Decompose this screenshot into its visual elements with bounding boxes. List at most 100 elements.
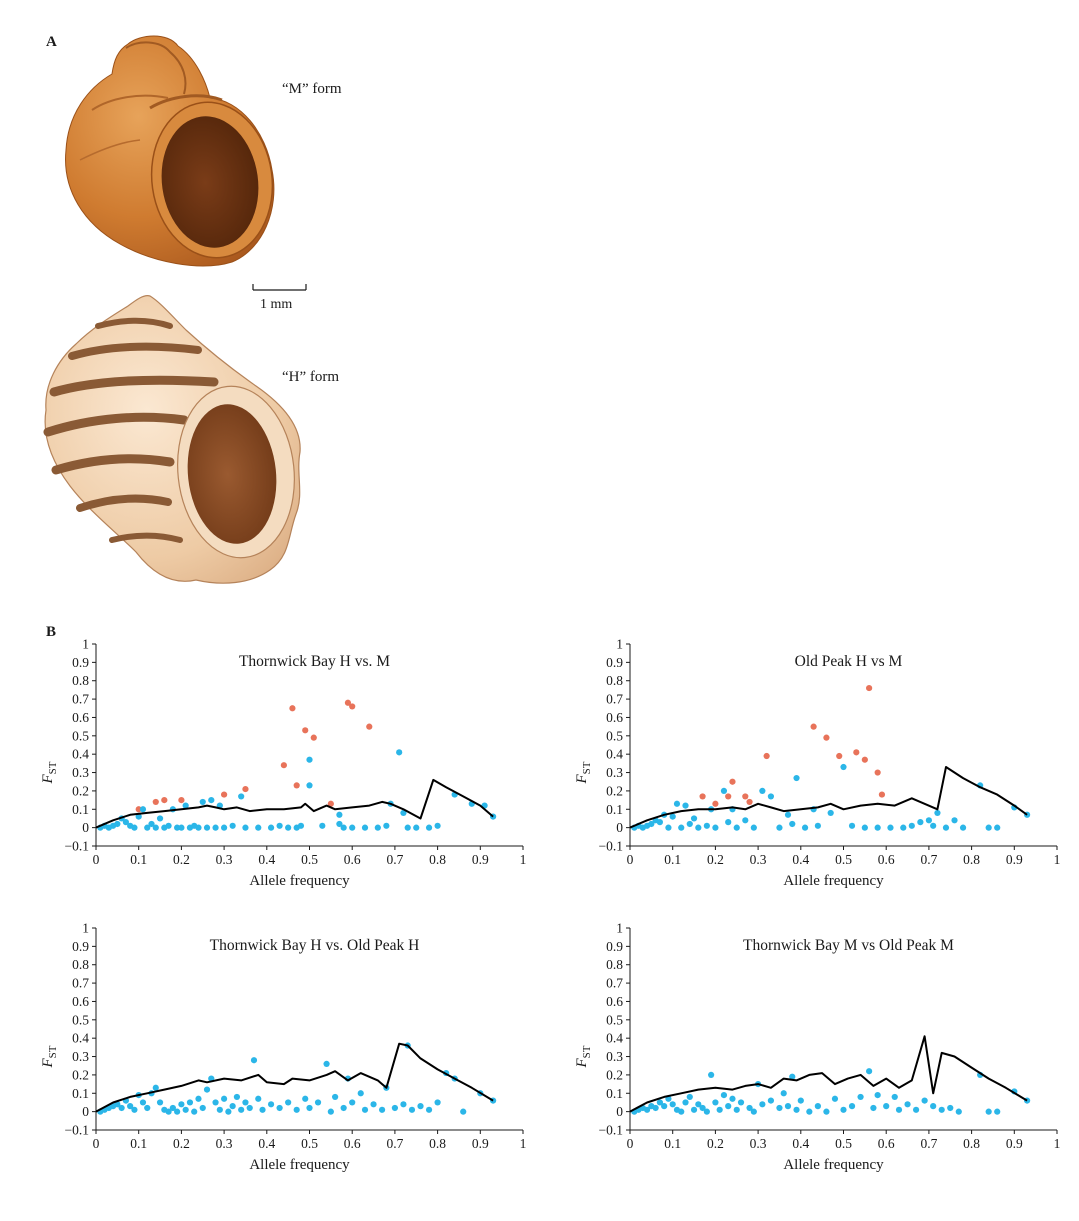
y-tick-label: 0.5: [72, 728, 89, 743]
neutral-point: [434, 1099, 441, 1106]
scale-bar-label: 1 mm: [260, 297, 292, 312]
x-tick-label: 0.4: [258, 1136, 275, 1151]
y-tick-label: −0.1: [599, 839, 624, 854]
x-tick-label: 0.3: [216, 852, 233, 867]
neutral-point: [255, 824, 262, 831]
neutral-point: [229, 822, 236, 829]
neutral-point: [793, 1106, 800, 1113]
y-tick-label: 0.7: [72, 976, 89, 991]
neutral-point: [908, 822, 915, 829]
y-tick-label: −0.1: [65, 1123, 90, 1138]
neutral-point: [267, 824, 275, 831]
neutral-point: [652, 1104, 659, 1112]
h-form-shell: [43, 295, 301, 584]
neutral-point: [746, 1104, 753, 1112]
y-tick-label: 0.4: [72, 1031, 89, 1046]
neutral-point: [930, 822, 937, 829]
neutral-point: [951, 817, 958, 824]
x-tick-label: 0.7: [386, 852, 403, 867]
outlier-point: [729, 778, 736, 785]
neutral-point: [156, 815, 164, 822]
y-axis-label: FST: [40, 1045, 59, 1068]
neutral-point: [285, 824, 292, 831]
y-tick-label: 0.3: [72, 765, 89, 780]
y-axis-label: FST: [40, 761, 59, 784]
x-tick-label: 1: [520, 852, 527, 867]
x-tick-label: 0.9: [472, 852, 489, 867]
x-tick-label: 0.7: [920, 1136, 937, 1151]
x-tick-label: 0.5: [301, 852, 318, 867]
neutral-point: [930, 1103, 937, 1110]
y-tick-label: 0.4: [72, 747, 89, 762]
x-axis-label: Allele frequency: [249, 873, 350, 889]
y-tick-label: 0.7: [72, 692, 89, 707]
neutral-point: [904, 1101, 911, 1108]
neutral-point: [182, 802, 189, 809]
outlier-point: [725, 793, 732, 800]
neutral-point: [178, 824, 185, 831]
chart-1: −0.100.10.20.30.40.50.60.70.80.910 0.1 0.2…: [40, 637, 526, 890]
y-tick-label: 0.8: [606, 673, 623, 688]
y-tick-label: 0.5: [606, 728, 623, 743]
x-tick-label: 0.6: [344, 852, 361, 867]
neutral-point: [703, 822, 710, 829]
neutral-point: [690, 815, 698, 822]
neutral-point: [703, 1108, 710, 1115]
outlier-point: [823, 734, 830, 741]
neutral-point: [789, 820, 796, 828]
x-tick-label: 0.2: [173, 852, 190, 867]
neutral-point: [925, 817, 933, 824]
neutral-point: [742, 817, 749, 824]
outlier-point: [742, 793, 749, 800]
chart-4: −0.100.10.20.30.40.50.60.70.80.910 0.1 0.2…: [574, 921, 1060, 1174]
neutral-point: [174, 1108, 181, 1115]
neutral-point: [391, 1104, 398, 1112]
neutral-point: [784, 1103, 792, 1110]
neutral-point: [131, 1106, 138, 1113]
neutral-point: [400, 809, 407, 817]
neutral-point: [336, 820, 343, 828]
neutral-point: [238, 793, 245, 800]
neutral-point: [285, 1099, 292, 1106]
neutral-point: [114, 1101, 121, 1108]
x-tick-label: 0.9: [1006, 852, 1023, 867]
x-tick-label: 0.4: [792, 1136, 809, 1151]
outlier-point: [302, 727, 309, 734]
y-tick-label: 0.9: [72, 939, 89, 954]
neutral-point: [199, 798, 206, 806]
outlier-point: [810, 723, 817, 730]
neutral-point: [460, 1108, 467, 1115]
x-tick-label: 0.4: [792, 852, 809, 867]
neutral-point: [673, 800, 681, 807]
neutral-point: [686, 820, 693, 828]
neutral-point: [776, 824, 783, 831]
neutral-point: [994, 1108, 1001, 1115]
outlier-point: [293, 782, 300, 789]
x-tick-label: 1: [1054, 1136, 1061, 1151]
x-tick-label: 0.6: [344, 1136, 361, 1151]
x-tick-label: 0.8: [963, 852, 980, 867]
x-axis-label: Allele frequency: [249, 1157, 350, 1173]
neutral-point: [780, 1090, 787, 1097]
x-tick-label: 0.3: [750, 1136, 767, 1151]
y-tick-label: 0.8: [72, 957, 89, 972]
neutral-point: [797, 1097, 804, 1104]
outlier-point: [874, 769, 881, 776]
neutral-point: [319, 822, 326, 829]
h-form-label: “H” form: [282, 369, 339, 385]
neutral-point: [789, 1073, 796, 1080]
neutral-point: [233, 1093, 241, 1101]
neutral-point: [400, 1101, 407, 1108]
outlier-point: [152, 798, 159, 806]
outlier-point: [161, 796, 168, 804]
neutral-point: [874, 1092, 881, 1099]
neutral-point: [823, 1108, 830, 1115]
neutral-point: [221, 1095, 228, 1102]
neutral-point: [669, 1101, 676, 1108]
y-tick-label: 0.1: [72, 802, 89, 817]
neutral-point: [955, 1108, 962, 1115]
neutral-point: [866, 1068, 873, 1075]
y-tick-label: 0.8: [72, 673, 89, 688]
chart-title: Thornwick Bay M vs Old Peak M: [743, 937, 954, 954]
neutral-point: [831, 1095, 839, 1102]
